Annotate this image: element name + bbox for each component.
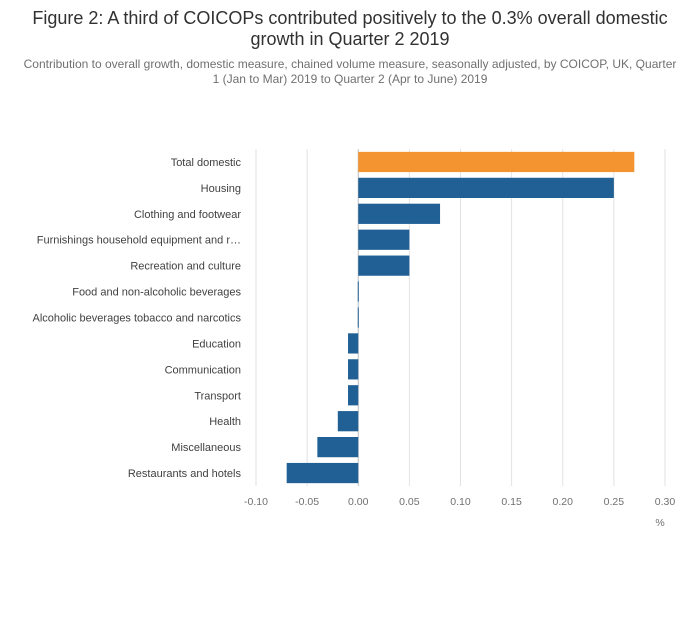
bar[interactable] (358, 203, 441, 224)
category-label: Recreation and culture (130, 261, 241, 273)
bar[interactable] (348, 385, 359, 406)
bar[interactable] (358, 255, 410, 276)
bar[interactable] (337, 411, 359, 432)
bar[interactable] (358, 229, 410, 250)
category-label: Alcoholic beverages tobacco and narcotic… (32, 313, 241, 325)
category-label: Total domestic (171, 157, 242, 169)
bar[interactable] (358, 177, 614, 198)
x-tick-label: 0.15 (501, 496, 522, 508)
bar[interactable] (348, 359, 359, 380)
x-tick-label: 0.30 (655, 496, 676, 508)
x-tick-label: -0.05 (295, 496, 319, 508)
x-tick-label: 0.05 (399, 496, 420, 508)
chart-title: Figure 2: A third of COICOPs contributed… (32, 8, 668, 49)
x-axis-ticks: -0.10 -0.05 0.00 0.05 0.10 0.15 0.20 0.25 0.30 (244, 496, 675, 508)
bar[interactable] (358, 151, 635, 173)
bar[interactable] (317, 437, 359, 458)
x-tick-label: 0.20 (553, 496, 574, 508)
category-label: Education (192, 338, 241, 350)
bar[interactable] (286, 462, 359, 484)
gridlines (255, 149, 666, 486)
category-label: Transport (194, 390, 241, 402)
category-label: Health (209, 416, 241, 428)
x-tick-label: -0.10 (244, 496, 268, 508)
x-tick-label: 0.00 (348, 496, 369, 508)
category-label: Food and non-alcoholic beverages (72, 287, 241, 299)
category-label: Housing (201, 183, 241, 195)
bar[interactable] (357, 307, 359, 328)
bar[interactable] (348, 333, 359, 354)
category-label: Restaurants and hotels (128, 468, 242, 480)
x-axis-label: % (655, 517, 664, 529)
category-labels: Total domestic Housing Clothing and footwe… (32, 157, 241, 480)
category-label: Communication (165, 364, 241, 376)
bar[interactable] (357, 281, 359, 302)
x-tick-label: 0.25 (604, 496, 625, 508)
category-label: Miscellaneous (171, 442, 241, 454)
bars (286, 151, 635, 484)
x-tick-label: 0.10 (450, 496, 471, 508)
category-label: Clothing and footwear (134, 209, 241, 221)
category-label: Furnishings household equipment and r… (37, 235, 241, 247)
chart-subtitle: Contribution to overall growth, domestic… (23, 57, 677, 86)
